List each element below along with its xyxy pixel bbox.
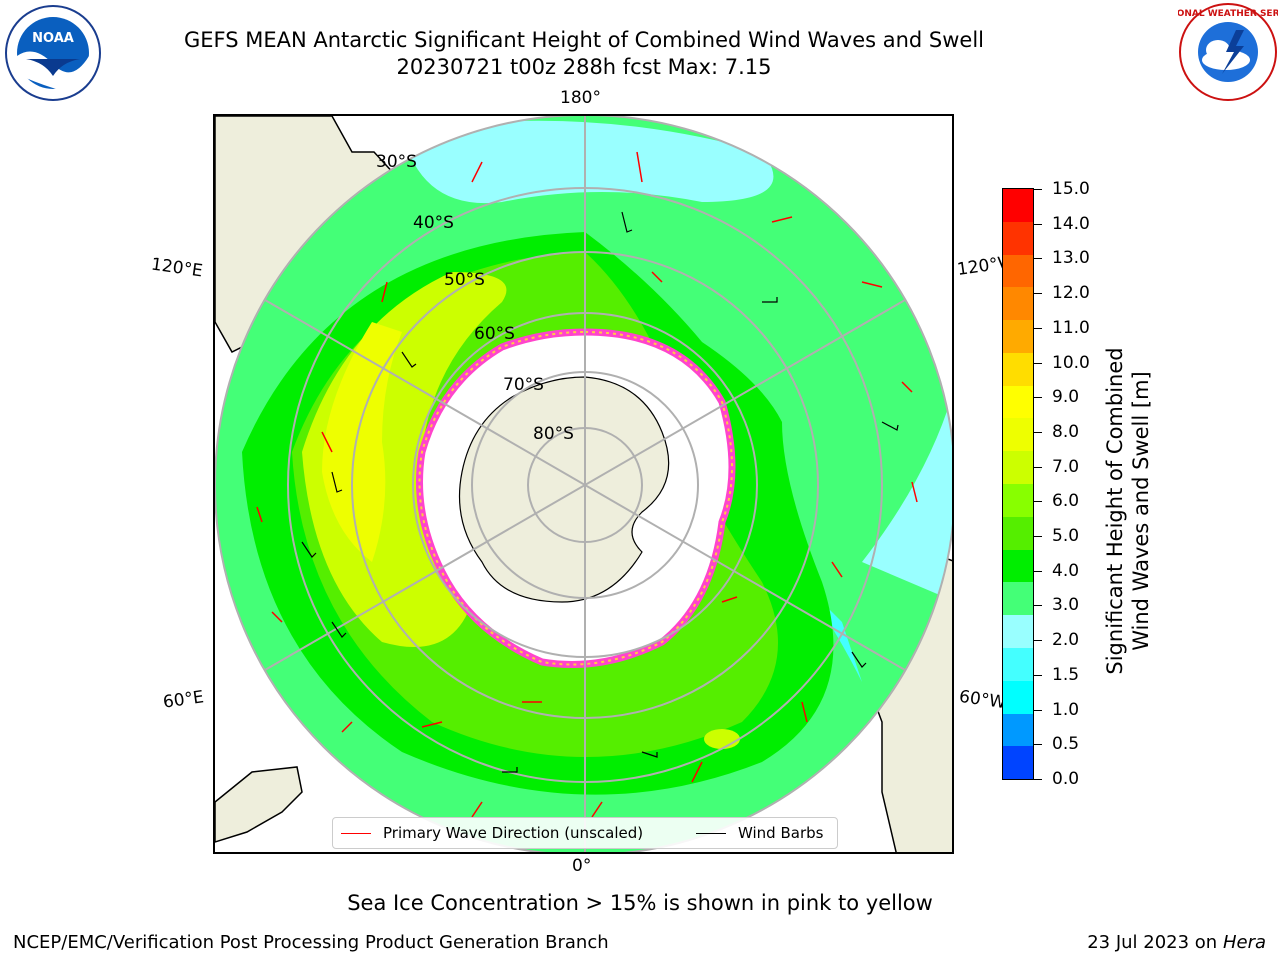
wave-direction-arrows — [256, 151, 918, 818]
colorbar-tick-label: 14.0 — [1052, 214, 1090, 234]
colorbar-tick-label: 1.5 — [1052, 665, 1080, 685]
colorbar — [1002, 188, 1034, 780]
colorbar-tick-mark — [1034, 258, 1042, 259]
colorbar-tick-mark — [1034, 467, 1042, 468]
lon-label-0: 0° — [572, 856, 592, 876]
colorbar-segment — [1003, 582, 1033, 616]
map-legend: Primary Wave Direction (unscaled) Wind B… — [332, 817, 838, 849]
colorbar-tick-label: 10.0 — [1052, 353, 1090, 373]
wave-direction-legend-swatch — [341, 833, 371, 834]
colorbar-segment — [1003, 647, 1033, 681]
lon-label-60e: 60°E — [161, 687, 206, 713]
colorbar-tick-label: 3.0 — [1052, 595, 1080, 615]
sea-ice-note: Sea Ice Concentration > 15% is shown in … — [347, 891, 933, 915]
colorbar-segment — [1003, 254, 1033, 288]
map-title-line2: 20230721 t00z 288h fcst Max: 7.15 — [396, 55, 772, 79]
footer-branch: NCEP/EMC/Verification Post Processing Pr… — [13, 932, 609, 953]
lon-label-180: 180° — [560, 88, 601, 108]
colorbar-tick-mark — [1034, 605, 1042, 606]
lat-label-30s: 30°S — [376, 152, 417, 172]
colorbar-tick-mark — [1034, 397, 1042, 398]
map-frame: Primary Wave Direction (unscaled) Wind B… — [213, 114, 954, 854]
lon-label-120e: 120°E — [149, 254, 204, 282]
wind-barbs — [301, 211, 899, 773]
footer-machine: Hera — [1222, 932, 1266, 953]
footer-date: 23 Jul 2023 on Hera — [1087, 932, 1266, 953]
colorbar-segment — [1003, 451, 1033, 485]
colorbar-label-line1: Significant Height of Combined — [1103, 347, 1127, 675]
colorbar-tick-mark — [1034, 640, 1042, 641]
colorbar-tick-label: 11.0 — [1052, 318, 1090, 338]
colorbar-tick-mark — [1034, 328, 1042, 329]
colorbar-segment — [1003, 746, 1033, 780]
colorbar-tick-label: 8.0 — [1052, 422, 1080, 442]
colorbar-tick-mark — [1034, 363, 1042, 364]
colorbar-tick-label: 4.0 — [1052, 561, 1080, 581]
colorbar-tick-label: 13.0 — [1052, 248, 1090, 268]
svg-text:NATIONAL WEATHER SERVICE: NATIONAL WEATHER SERVICE — [1178, 9, 1278, 19]
colorbar-tick-mark — [1034, 224, 1042, 225]
colorbar-segment — [1003, 549, 1033, 583]
colorbar-label: Significant Height of Combined Wind Wave… — [1102, 261, 1154, 761]
colorbar-tick-mark — [1034, 432, 1042, 433]
lon-label-60w: 60°W — [957, 686, 1008, 714]
lat-label-50s: 50°S — [444, 270, 485, 290]
graticule — [215, 116, 952, 852]
colorbar-tick-mark — [1034, 571, 1042, 572]
colorbar-tick-label: 2.0 — [1052, 630, 1080, 650]
wind-barbs-legend-swatch — [696, 833, 726, 834]
colorbar-segment — [1003, 484, 1033, 517]
colorbar-tick-mark — [1034, 744, 1042, 745]
polar-map — [215, 116, 952, 852]
colorbar-tick-label: 12.0 — [1052, 283, 1090, 303]
colorbar-tick-label: 15.0 — [1052, 179, 1090, 199]
colorbar-tick-label: 9.0 — [1052, 387, 1080, 407]
colorbar-tick-label: 7.0 — [1052, 457, 1080, 477]
colorbar-segment — [1003, 352, 1033, 386]
colorbar-segment — [1003, 287, 1033, 321]
national-weather-service-logo-icon: NATIONAL WEATHER SERVICE — [1178, 3, 1278, 101]
colorbar-tick-mark — [1034, 189, 1042, 190]
lat-label-70s: 70°S — [503, 375, 544, 395]
colorbar-segment — [1003, 385, 1033, 419]
colorbar-segment — [1003, 189, 1033, 222]
colorbar-tick-mark — [1034, 779, 1042, 780]
colorbar-tick-label: 6.0 — [1052, 491, 1080, 511]
colorbar-segment — [1003, 221, 1033, 255]
colorbar-tick-mark — [1034, 501, 1042, 502]
colorbar-tick-label: 0.0 — [1052, 769, 1080, 789]
svg-text:NOAA: NOAA — [32, 31, 74, 46]
colorbar-tick-mark — [1034, 293, 1042, 294]
colorbar-label-line2: Wind Waves and Swell [m] — [1129, 371, 1153, 651]
wind-barbs-legend-label: Wind Barbs — [738, 824, 824, 842]
colorbar-tick-label: 5.0 — [1052, 526, 1080, 546]
lat-label-80s: 80°S — [533, 424, 574, 444]
colorbar-tick-mark — [1034, 536, 1042, 537]
colorbar-segment — [1003, 680, 1033, 714]
lat-label-60s: 60°S — [474, 324, 515, 344]
colorbar-tick-mark — [1034, 710, 1042, 711]
colorbar-tick-label: 1.0 — [1052, 700, 1080, 720]
noaa-logo-icon: NOAA — [5, 5, 101, 101]
colorbar-segment — [1003, 418, 1033, 452]
colorbar-segment — [1003, 320, 1033, 353]
wave-direction-legend-label: Primary Wave Direction (unscaled) — [383, 824, 644, 842]
map-title-line1: GEFS MEAN Antarctic Significant Height o… — [183, 28, 985, 52]
colorbar-tick-label: 0.5 — [1052, 734, 1080, 754]
colorbar-segment — [1003, 516, 1033, 550]
footer-date-text: 23 Jul 2023 on — [1087, 932, 1223, 953]
colorbar-segment — [1003, 615, 1033, 648]
lat-label-40s: 40°S — [413, 213, 454, 233]
colorbar-tick-mark — [1034, 675, 1042, 676]
colorbar-segment — [1003, 713, 1033, 747]
